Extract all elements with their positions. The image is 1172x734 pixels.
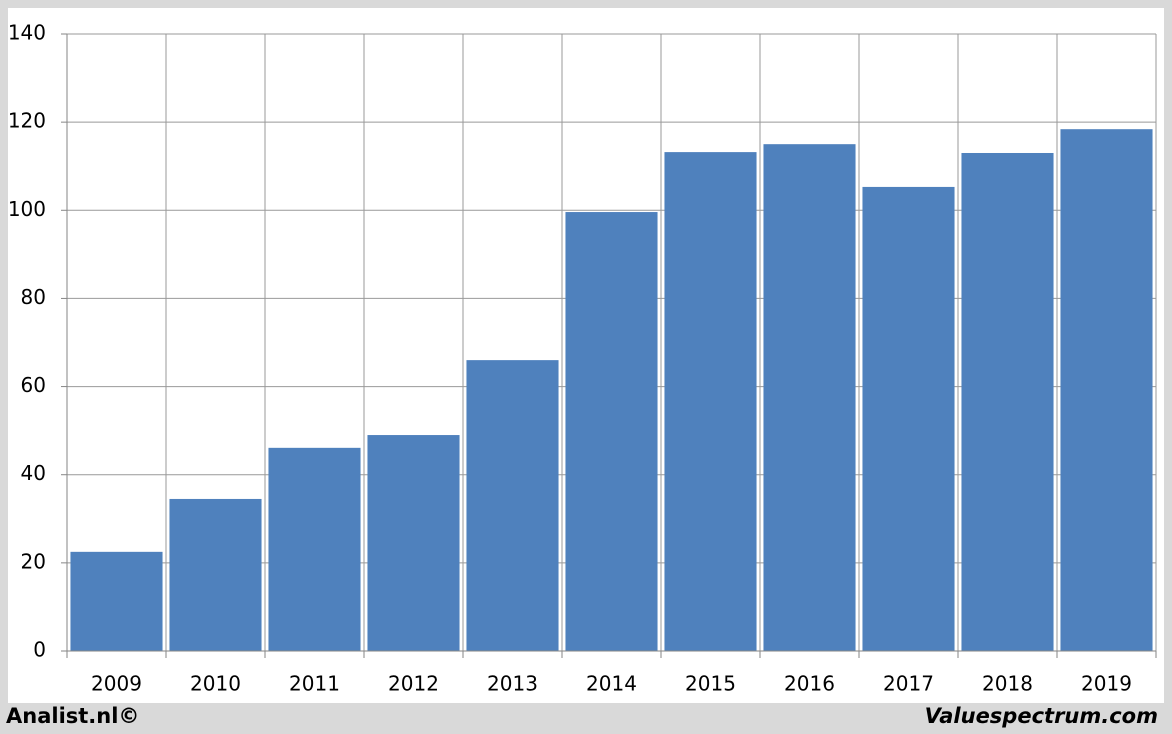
y-tick-label: 80 <box>21 285 46 309</box>
bar <box>466 360 559 651</box>
source-left: Analist.nl© <box>6 704 139 728</box>
y-tick-label: 60 <box>21 373 46 397</box>
y-tick-label: 0 <box>33 638 46 662</box>
x-tick-label: 2017 <box>883 672 934 696</box>
x-tick-label: 2015 <box>685 672 736 696</box>
x-tick-label: 2012 <box>388 672 439 696</box>
y-tick-label: 140 <box>8 21 46 45</box>
x-tick-label: 2016 <box>784 672 835 696</box>
bar <box>862 186 955 651</box>
bar <box>763 144 856 651</box>
bar <box>961 152 1054 651</box>
bar <box>664 152 757 651</box>
x-tick-label: 2011 <box>289 672 340 696</box>
source-right: Valuespectrum.com <box>925 704 1158 728</box>
bar <box>1060 129 1153 652</box>
x-tick-label: 2018 <box>982 672 1033 696</box>
bar <box>268 447 361 651</box>
x-tick-label: 2010 <box>190 672 241 696</box>
y-tick-label: 40 <box>21 461 46 485</box>
bar <box>169 498 262 651</box>
y-tick-label: 20 <box>21 549 46 573</box>
bar <box>565 212 658 651</box>
y-tick-label: 120 <box>8 109 46 133</box>
x-tick-label: 2019 <box>1081 672 1132 696</box>
x-tick-label: 2009 <box>91 672 142 696</box>
y-tick-label: 100 <box>8 197 46 221</box>
x-tick-label: 2013 <box>487 672 538 696</box>
bar <box>70 551 163 651</box>
bar <box>367 435 460 651</box>
x-tick-label: 2014 <box>586 672 637 696</box>
